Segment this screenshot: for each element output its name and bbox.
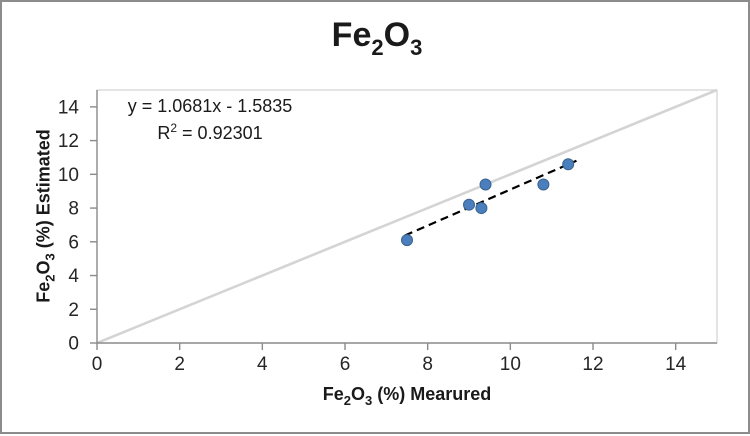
y-tick-label: 8 — [68, 199, 79, 220]
x-tick-label: 0 — [92, 354, 103, 375]
y-axis-title-text: Fe — [33, 281, 54, 303]
chart-title-subscript: 3 — [410, 35, 423, 60]
data-point — [537, 178, 550, 191]
chart-title-text: Fe — [331, 16, 372, 54]
x-tick-label: 14 — [665, 354, 687, 375]
equation-line: y = 1.0681x - 1.5835 — [127, 96, 293, 116]
x-tick-label: 2 — [174, 354, 185, 375]
r-squared-line: R2 = 0.92301 — [110, 117, 310, 144]
x-axis-title-subscript: 2 — [343, 393, 351, 408]
r-squared-value: = 0.92301 — [177, 123, 263, 143]
y-axis-title-subscript: 2 — [42, 274, 58, 282]
x-axis-title: Fe2O3 (%) Mearured — [97, 384, 717, 408]
y-tick-label: 4 — [68, 266, 79, 287]
y-axis-title-subscript: 3 — [42, 253, 58, 261]
y-axis-title: Fe2O3 (%) Estimated — [33, 129, 58, 303]
data-point — [475, 202, 488, 215]
chart-title: Fe2O3 — [2, 16, 750, 60]
data-point — [562, 158, 575, 171]
r-squared-base: R — [157, 123, 171, 143]
y-tick-label: 12 — [58, 131, 79, 152]
trendline-equation: y = 1.0681x - 1.5835 R2 = 0.92301 — [110, 95, 310, 144]
y-axis-title-text: (%) Estimated — [33, 129, 54, 254]
x-tick-label: 12 — [582, 354, 603, 375]
chart-title-text: O — [383, 16, 411, 54]
data-point — [401, 234, 413, 247]
y-tick-label: 10 — [58, 165, 79, 186]
data-point — [479, 178, 492, 191]
y-axis-title-text: O — [33, 260, 54, 275]
x-axis-title-text: (%) Mearured — [372, 384, 492, 404]
chart-title-subscript: 2 — [371, 35, 384, 60]
x-tick-label: 8 — [422, 354, 433, 375]
x-tick-label: 10 — [500, 354, 521, 375]
y-tick-label: 2 — [68, 300, 79, 321]
x-tick-label: 6 — [340, 354, 351, 375]
x-axis-title-subscript: 3 — [365, 393, 373, 408]
y-tick-label: 14 — [58, 97, 80, 118]
x-tick-label: 4 — [257, 354, 268, 375]
y-tick-label: 0 — [68, 334, 79, 355]
trendline — [404, 159, 577, 237]
x-axis-title-text: Fe — [322, 384, 344, 404]
data-point — [463, 198, 475, 211]
r-squared-superscript: 2 — [170, 121, 178, 135]
identity-line — [96, 88, 718, 345]
x-axis-title-text: O — [350, 384, 365, 404]
y-tick-label: 6 — [68, 232, 79, 253]
